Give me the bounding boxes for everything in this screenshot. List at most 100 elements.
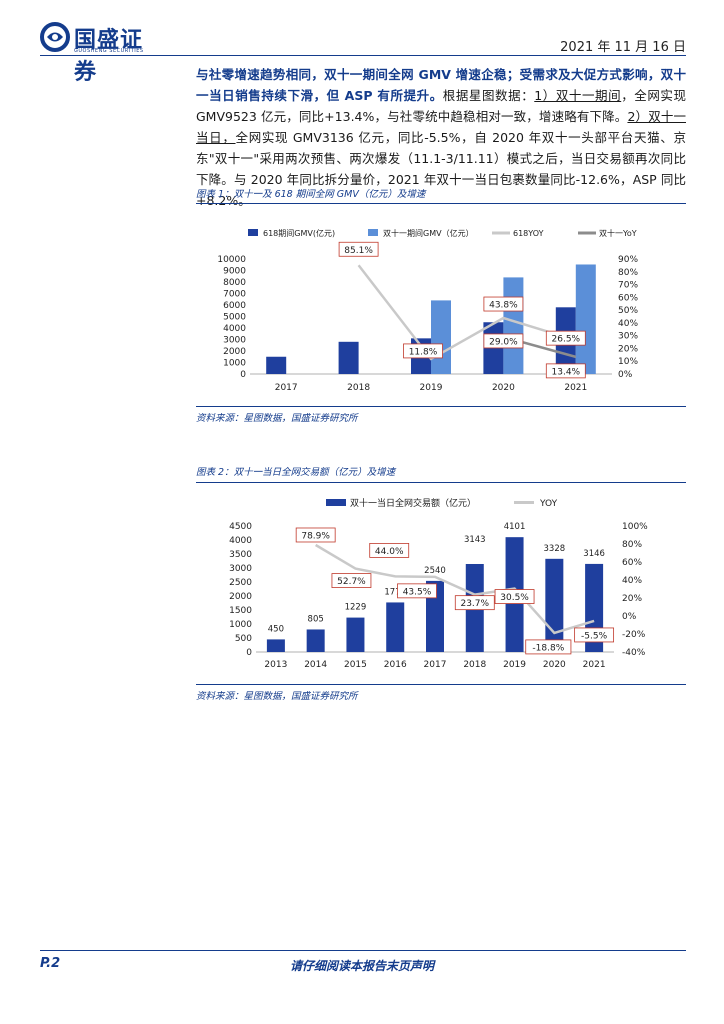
x-tick-label: 2015 (344, 660, 367, 670)
x-tick-label: 2017 (275, 383, 298, 393)
x-tick-label: 2021 (564, 383, 587, 393)
x-tick-label: 2020 (543, 660, 566, 670)
y2-tick-label: -20% (622, 630, 646, 640)
y-tick-label: 1500 (229, 606, 252, 616)
y2-tick-label: 60% (622, 558, 642, 568)
y-tick-label: 7000 (223, 290, 246, 300)
y2-tick-label: 30% (618, 332, 638, 342)
x-tick-label: 2021 (583, 660, 606, 670)
y2-tick-label: 80% (622, 540, 642, 550)
y-tick-label: 0 (240, 370, 246, 380)
y-tick-label: 8000 (223, 278, 246, 288)
bar-double11-day (346, 617, 365, 652)
bar-double11 (503, 277, 524, 374)
y-tick-label: 3000 (229, 564, 252, 574)
company-name-en: GUOSHENG SECURITIES (74, 48, 144, 54)
legend-label-2: 618YOY (513, 229, 544, 238)
data-label-box (483, 333, 524, 349)
data-label-box (295, 527, 336, 543)
data-label: 29.0% (489, 337, 518, 347)
data-label-box (483, 296, 524, 312)
data-label-box (454, 595, 495, 611)
bar-618 (266, 356, 287, 374)
data-label-box (525, 639, 572, 655)
data-label: 43.8% (489, 301, 518, 311)
figure1-caption: 图表 1：双十一及 618 期间全网 GMV（亿元）及增速 (196, 189, 426, 200)
footer-divider (40, 950, 686, 951)
data-label-box (545, 363, 586, 379)
legend-swatch-0 (326, 499, 346, 506)
y2-tick-label: 0% (618, 370, 633, 380)
data-label: 43.5% (403, 587, 432, 597)
y2-tick-label: 40% (618, 319, 638, 329)
logo-mark-icon (40, 22, 70, 52)
bar-value-label: 1770 (384, 587, 406, 597)
data-label-box (369, 543, 410, 558)
report-date: 2021 年 11 月 16 日 (560, 40, 686, 55)
figure1-source: 资料来源：星图数据，国盛证券研究所 (196, 413, 358, 424)
y2-tick-label: -40% (622, 648, 646, 658)
data-label: -5.5% (581, 631, 608, 641)
y2-tick-label: 10% (618, 357, 638, 367)
data-label: 78.9% (301, 531, 330, 541)
y-tick-label: 5000 (223, 313, 246, 323)
y-tick-label: 4500 (229, 522, 252, 532)
x-tick-label: 2014 (304, 660, 327, 670)
bar-value-label: 3146 (583, 549, 605, 559)
y-tick-label: 3500 (229, 550, 252, 560)
body-paragraph: 与社零增速趋势相同，双十一期间全网 GMV 增速企稳；受需求及大促方式影响，双十… (196, 64, 686, 211)
figure2-source: 资料来源：星图数据，国盛证券研究所 (196, 691, 358, 702)
y-tick-label: 2000 (223, 347, 246, 357)
y2-tick-label: 100% (622, 522, 648, 532)
y2-tick-label: 80% (618, 268, 638, 278)
figure2-caption: 图表 2：双十一当日全网交易额（亿元）及增速 (196, 467, 396, 478)
y2-tick-label: 0% (622, 612, 637, 622)
x-tick-label: 2018 (463, 660, 486, 670)
data-label: 11.8% (409, 347, 438, 357)
figure1-bottom-rule (196, 406, 686, 407)
footer-disclaimer: 请仔细阅读本报告末页声明 (290, 959, 435, 973)
y-tick-label: 9000 (223, 267, 246, 277)
y-tick-label: 4000 (229, 536, 252, 546)
bar-double11-day (306, 629, 325, 652)
data-label-box (397, 583, 437, 599)
bar-double11-day (266, 639, 285, 652)
legend-label-0: 618期间GMV(亿元) (263, 228, 335, 238)
y-tick-label: 3000 (223, 336, 246, 346)
legend-label-1: 双十一期间GMV（亿元） (383, 228, 474, 238)
legend-label-3: 双十一YoY (599, 228, 637, 238)
paragraph-lead: 与社零增速趋势相同，双十一期间全网 GMV 增速企稳；受需求及大促方式影响，双十… (196, 67, 686, 103)
y-tick-label: 4000 (223, 324, 246, 334)
line-618-yoy (357, 264, 577, 361)
bar-value-label: 3143 (464, 535, 486, 545)
line-yoy (315, 543, 595, 635)
x-tick-label: 2013 (264, 660, 287, 670)
y-tick-label: 500 (235, 634, 252, 644)
figure2-bottom-rule (196, 684, 686, 685)
paragraph-text-3: 全网实现 GMV3136 亿元，同比-5.5%，自 2020 年双十一头部平台天… (196, 130, 686, 208)
chart-double11-day-gmv: 双十一当日全网交易额（亿元） YOY 0 500 1000 1500 2000 2500 300… (229, 497, 648, 670)
data-label: 26.5% (552, 335, 581, 345)
data-label: 23.7% (460, 599, 489, 609)
y-tick-label: 10000 (217, 255, 246, 265)
y2-tick-label: 20% (618, 344, 638, 354)
bar-618 (338, 341, 359, 374)
x-tick-label: 2018 (347, 383, 370, 393)
bar-double11-day (426, 580, 444, 652)
y-tick-label: 2000 (229, 592, 252, 602)
x-tick-label: 2017 (424, 660, 447, 670)
data-label-box (403, 343, 443, 359)
header-divider (40, 55, 686, 56)
y-tick-label: 1000 (223, 359, 246, 369)
legend-swatch-1 (368, 229, 378, 236)
data-label: -18.8% (532, 643, 564, 653)
y-tick-label: 1000 (229, 620, 252, 630)
data-label: 52.7% (337, 577, 366, 587)
x-tick-label: 2019 (420, 383, 443, 393)
data-label: 13.4% (552, 367, 581, 377)
paragraph-text-2: ，全网实现 GMV9523 亿元，同比+13.4%，与社零统中趋稳相对一致，增速… (196, 88, 686, 124)
chart-gmv-618-double11: 618期间GMV(亿元) 双十一期间GMV（亿元） 618YOY 双十一YoY0100… (217, 228, 638, 393)
data-label-box (494, 589, 535, 604)
data-label: 44.0% (375, 547, 404, 557)
data-label-box (338, 241, 379, 257)
